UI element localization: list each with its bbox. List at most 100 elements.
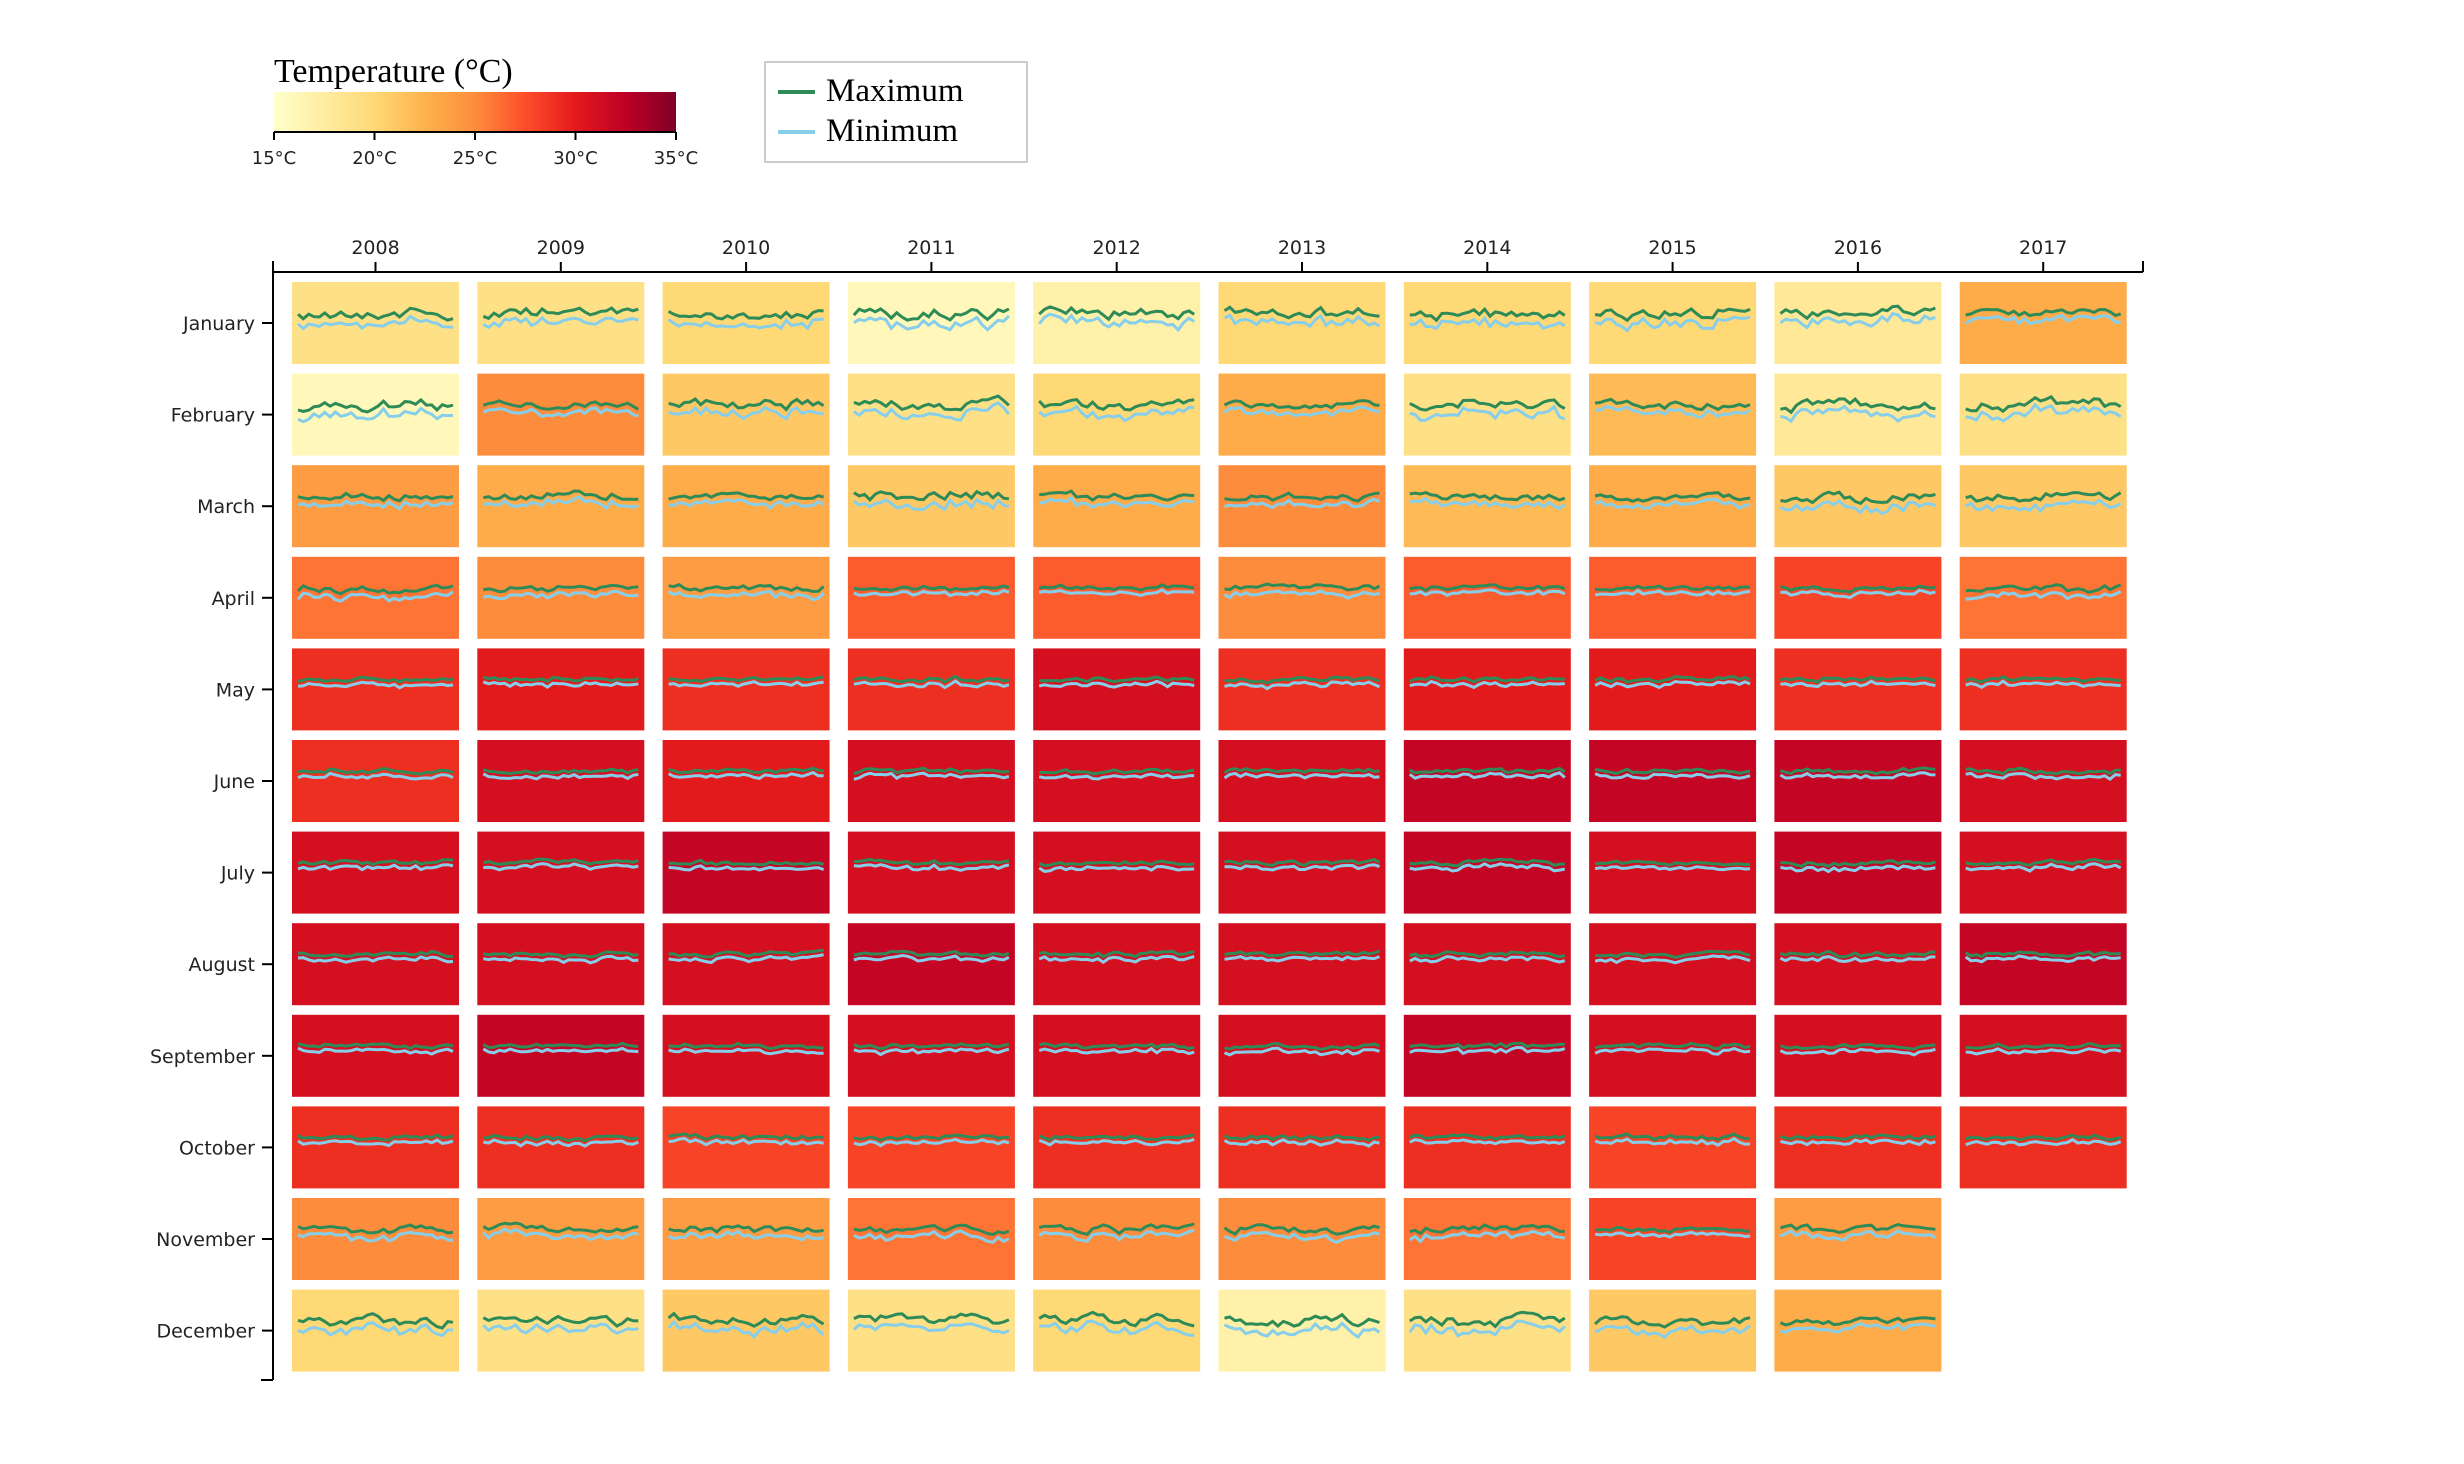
heatmap-cell-rect [1959, 648, 2127, 731]
minimum-sparkline [853, 1047, 1010, 1057]
heatmap-cell-rect [1959, 1014, 2127, 1097]
maximum-sparkline [1409, 583, 1566, 593]
maximum-sparkline [1594, 397, 1751, 412]
minimum-sparkline [1409, 404, 1566, 422]
minimum-sparkline [1964, 498, 2122, 514]
heatmap-cell [1403, 1198, 1571, 1280]
maximum-sparkline [668, 491, 824, 502]
maximum-sparkline [1779, 1042, 1936, 1051]
heatmap-cell [1033, 373, 1201, 456]
minimum-sparkline [1038, 588, 1195, 598]
heatmap-cell-rect [1774, 1014, 1942, 1097]
heatmap-cell-rect [477, 1106, 645, 1189]
minimum-sparkline [297, 406, 454, 424]
heatmap-cell [1033, 1014, 1201, 1097]
minimum-sparkline [1038, 1228, 1195, 1243]
maximum-sparkline [1779, 1133, 1936, 1141]
heatmap-cell-rect [1774, 1289, 1942, 1372]
maximum-sparkline [1038, 397, 1195, 412]
maximum-sparkline [1594, 584, 1751, 592]
maximum-sparkline [668, 948, 824, 959]
minimum-sparkline [853, 771, 1010, 781]
heatmap-cell-rect [1774, 1106, 1942, 1189]
heatmap-cell [847, 465, 1015, 548]
maximum-sparkline [1594, 859, 1751, 867]
heatmap-cell [1959, 1106, 2127, 1189]
maximum-sparkline [1038, 949, 1195, 959]
minimum-sparkline [482, 495, 639, 511]
minimum-sparkline [853, 315, 1010, 332]
heatmap-cell [1589, 1106, 1757, 1189]
maximum-sparkline [1409, 1041, 1565, 1050]
heatmap-cell-rect [1959, 282, 2127, 364]
heatmap-cell-rect [477, 740, 645, 822]
maximum-sparkline [1965, 307, 2122, 318]
heatmap-cell [662, 465, 830, 548]
heatmap-cell [1403, 556, 1571, 639]
maximum-sparkline [1038, 1042, 1195, 1051]
minimum-sparkline [1038, 1137, 1195, 1147]
minimum-sparkline [1594, 1046, 1751, 1056]
heatmap-cell [1774, 465, 1942, 548]
heatmap-cell [1033, 923, 1201, 1006]
maximum-sparkline [1224, 949, 1381, 958]
heatmap-cell [1403, 1289, 1571, 1372]
maximum-sparkline [1409, 950, 1566, 959]
maximum-sparkline [297, 397, 454, 414]
maximum-sparkline [482, 950, 639, 959]
minimum-sparkline [1594, 315, 1751, 333]
maximum-sparkline [1038, 1222, 1195, 1236]
minimum-sparkline [297, 771, 454, 781]
minimum-sparkline [1965, 1047, 2122, 1056]
maximum-sparkline [1224, 675, 1380, 685]
minimum-sparkline [1409, 588, 1566, 597]
maximum-sparkline [853, 489, 1010, 502]
heatmap-cell-rect [477, 1014, 645, 1097]
colorbar-title: Temperature (°C) [274, 53, 513, 90]
heatmap-cell [1589, 556, 1757, 639]
maximum-sparkline [668, 583, 825, 594]
y-tick-label: June [213, 771, 255, 793]
heatmap-cell-rect [1774, 556, 1942, 639]
maximum-sparkline [1594, 674, 1751, 684]
heatmap-cell-rect [1959, 556, 2127, 639]
heatmap-cell [1033, 740, 1201, 822]
maximum-sparkline [1594, 490, 1751, 503]
maximum-sparkline [668, 766, 824, 775]
maximum-sparkline [1965, 766, 2121, 776]
minimum-sparkline [297, 1138, 454, 1148]
heatmap-cell [1774, 556, 1942, 639]
heatmap-cell-rect [662, 831, 830, 914]
heatmap-cell-rect [1033, 465, 1201, 548]
minimum-sparkline [667, 770, 824, 780]
x-tick-label: 2009 [537, 237, 585, 259]
heatmap-cell [1774, 1106, 1942, 1189]
heatmap-cell [662, 1014, 830, 1097]
heatmap-cell [292, 740, 459, 822]
heatmap-cell [1589, 1198, 1757, 1280]
heatmap-cell-rect [1774, 465, 1942, 548]
maximum-sparkline [853, 857, 1010, 867]
minimum-sparkline [1409, 315, 1566, 331]
colorbar-legend: Temperature (°C) 15°C 20°C 25°C 30°C 35°C [252, 53, 698, 169]
minimum-sparkline [853, 588, 1010, 598]
minimum-sparkline [1409, 1229, 1566, 1244]
minimum-sparkline [852, 1322, 1010, 1335]
minimum-sparkline [1780, 588, 1936, 600]
heatmap-cell [1033, 1198, 1201, 1280]
heatmap-cell [1774, 1014, 1942, 1097]
minimum-sparkline [483, 954, 639, 965]
maximum-sparkline [297, 491, 454, 503]
maximum-sparkline [1780, 397, 1936, 415]
minimum-sparkline [483, 862, 639, 872]
heatmap-cell-rect [292, 648, 459, 731]
maximum-sparkline [482, 857, 639, 866]
colorbar-tick-label: 35°C [654, 148, 698, 169]
minimum-sparkline [1409, 1045, 1566, 1056]
maximum-sparkline [1965, 857, 2121, 867]
maximum-sparkline [296, 583, 454, 596]
heatmap-cell-rect [477, 1289, 645, 1372]
minimum-sparkline [1595, 405, 1751, 419]
heatmap-cell [847, 556, 1015, 639]
heatmap-cell [662, 373, 830, 456]
